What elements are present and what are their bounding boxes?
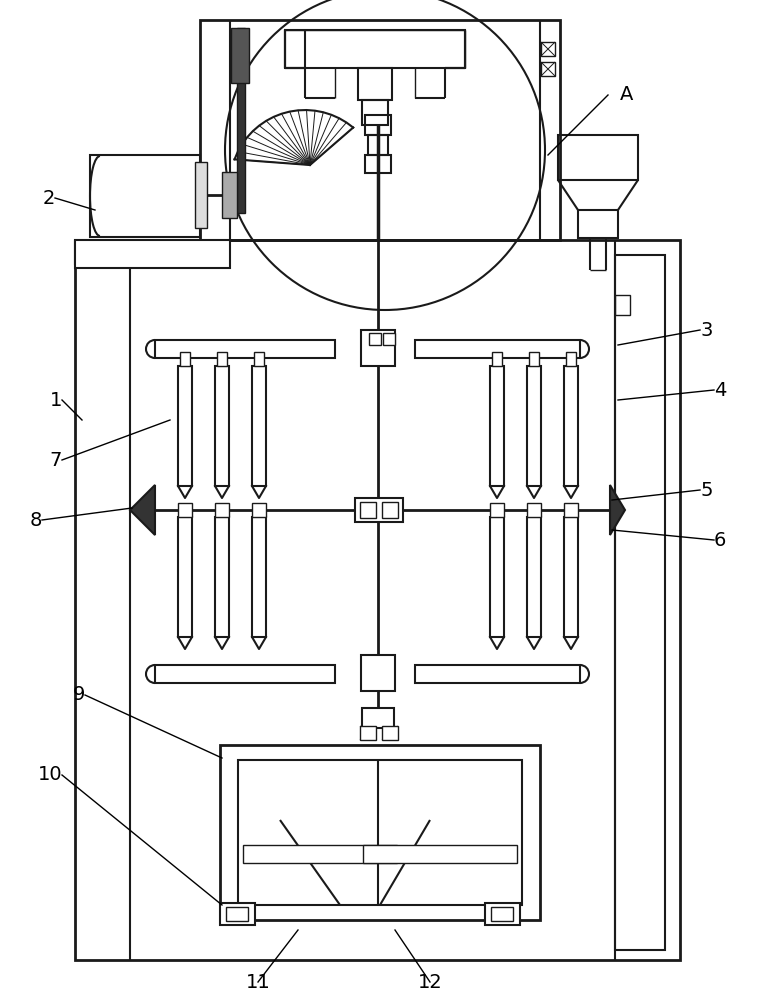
Bar (382, 726, 398, 740)
Bar (490, 517, 504, 637)
Bar (222, 172, 237, 218)
Bar (368, 135, 388, 155)
Text: 5: 5 (700, 481, 713, 499)
Bar (558, 135, 638, 180)
Bar (243, 845, 397, 863)
Bar (215, 517, 229, 637)
Text: 12: 12 (418, 972, 442, 992)
Bar (615, 255, 665, 950)
Bar (252, 503, 266, 517)
Polygon shape (130, 485, 155, 535)
Text: 11: 11 (245, 972, 271, 992)
Text: 10: 10 (37, 766, 62, 784)
Bar (252, 517, 266, 637)
Text: 3: 3 (700, 320, 712, 340)
Bar (490, 366, 504, 486)
Bar (369, 333, 381, 345)
Bar (383, 333, 395, 345)
Bar (527, 366, 541, 486)
Bar (285, 30, 465, 68)
Bar (178, 503, 192, 517)
Bar (362, 708, 394, 728)
Bar (155, 340, 335, 358)
Bar (490, 503, 504, 517)
Bar (355, 498, 403, 522)
Bar (226, 907, 248, 921)
Text: 7: 7 (49, 450, 62, 470)
Bar (578, 210, 618, 238)
Text: 1: 1 (49, 390, 62, 410)
Bar (527, 517, 541, 637)
Bar (178, 366, 192, 486)
Bar (360, 726, 376, 740)
Bar (215, 366, 229, 486)
Bar (365, 155, 391, 173)
Bar (155, 665, 335, 683)
Bar (360, 502, 376, 518)
Bar (195, 162, 207, 228)
Bar (252, 366, 266, 486)
Text: 6: 6 (714, 530, 727, 550)
Bar (237, 28, 245, 213)
Bar (238, 760, 522, 905)
Bar (362, 100, 388, 125)
Bar (415, 340, 580, 358)
Bar (75, 240, 680, 960)
Bar (90, 155, 200, 237)
Bar (415, 665, 580, 683)
Bar (485, 903, 520, 925)
Bar (361, 330, 395, 366)
Bar (178, 517, 192, 637)
Bar (363, 845, 517, 863)
Bar (358, 68, 392, 100)
Bar (365, 115, 391, 135)
Bar (217, 352, 227, 366)
Bar (220, 745, 540, 920)
Bar (566, 352, 576, 366)
Text: 4: 4 (714, 380, 727, 399)
Text: 2: 2 (43, 188, 55, 208)
Bar (564, 503, 578, 517)
Bar (180, 352, 190, 366)
Bar (541, 42, 555, 56)
Bar (75, 240, 230, 268)
Bar (564, 517, 578, 637)
Bar (615, 295, 630, 315)
Polygon shape (610, 485, 625, 535)
Bar (529, 352, 539, 366)
Bar (200, 20, 560, 240)
Bar (231, 28, 249, 83)
Text: A: A (620, 86, 633, 104)
Bar (541, 62, 555, 76)
Text: 8: 8 (30, 510, 42, 530)
Bar (491, 907, 513, 921)
Bar (382, 502, 398, 518)
Bar (527, 503, 541, 517)
Bar (220, 903, 255, 925)
Bar (492, 352, 502, 366)
Bar (564, 366, 578, 486)
Text: 9: 9 (73, 686, 85, 704)
Bar (215, 503, 229, 517)
Bar (254, 352, 264, 366)
Bar (361, 655, 395, 691)
